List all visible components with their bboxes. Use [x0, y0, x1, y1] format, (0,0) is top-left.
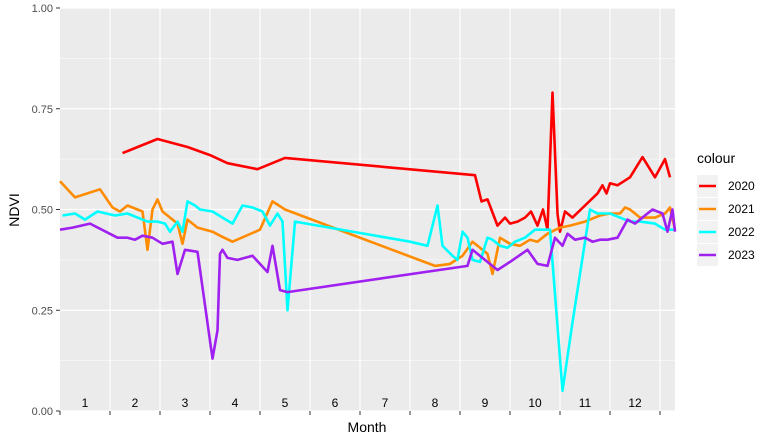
month-label: 1 — [82, 396, 89, 410]
month-label: 4 — [232, 396, 239, 410]
series-lines — [59, 91, 677, 393]
grid-lines — [60, 7, 675, 412]
legend-label-2020: 2020 — [728, 179, 755, 193]
legend-title: colour — [697, 150, 735, 166]
y-tick-label: 0.50 — [32, 205, 53, 217]
legend-label-2022: 2022 — [728, 225, 755, 239]
y-axis: 0.00 0.25 0.50 0.75 1.00 — [32, 3, 60, 418]
month-label: 8 — [432, 396, 439, 410]
month-label: 7 — [382, 396, 389, 410]
x-axis-title: Month — [348, 419, 387, 435]
month-label: 6 — [332, 396, 339, 410]
y-tick-label: 0.75 — [32, 104, 53, 116]
month-label: 5 — [282, 396, 289, 410]
legend-label-2023: 2023 — [728, 248, 755, 262]
legend-label-2021: 2021 — [728, 202, 755, 216]
y-axis-title: NDVI — [6, 193, 22, 226]
month-label: 9 — [482, 396, 489, 410]
y-tick-label: 0.25 — [32, 305, 53, 317]
month-labels: 1 2 3 4 5 6 7 8 9 10 11 12 — [82, 396, 642, 410]
x-axis — [59, 411, 661, 415]
series-line-2023 — [59, 208, 677, 360]
series-line-2020 — [122, 91, 672, 233]
y-tick-label: 1.00 — [32, 3, 53, 15]
series-line-2022 — [62, 200, 675, 393]
month-label: 11 — [579, 396, 592, 410]
month-label: 12 — [628, 396, 642, 410]
legend: colour 2020 2021 2022 2023 — [697, 150, 755, 266]
y-tick-label: 0.00 — [32, 406, 53, 418]
month-label: 2 — [132, 396, 139, 410]
month-label: 10 — [528, 396, 542, 410]
month-label: 3 — [182, 396, 189, 410]
